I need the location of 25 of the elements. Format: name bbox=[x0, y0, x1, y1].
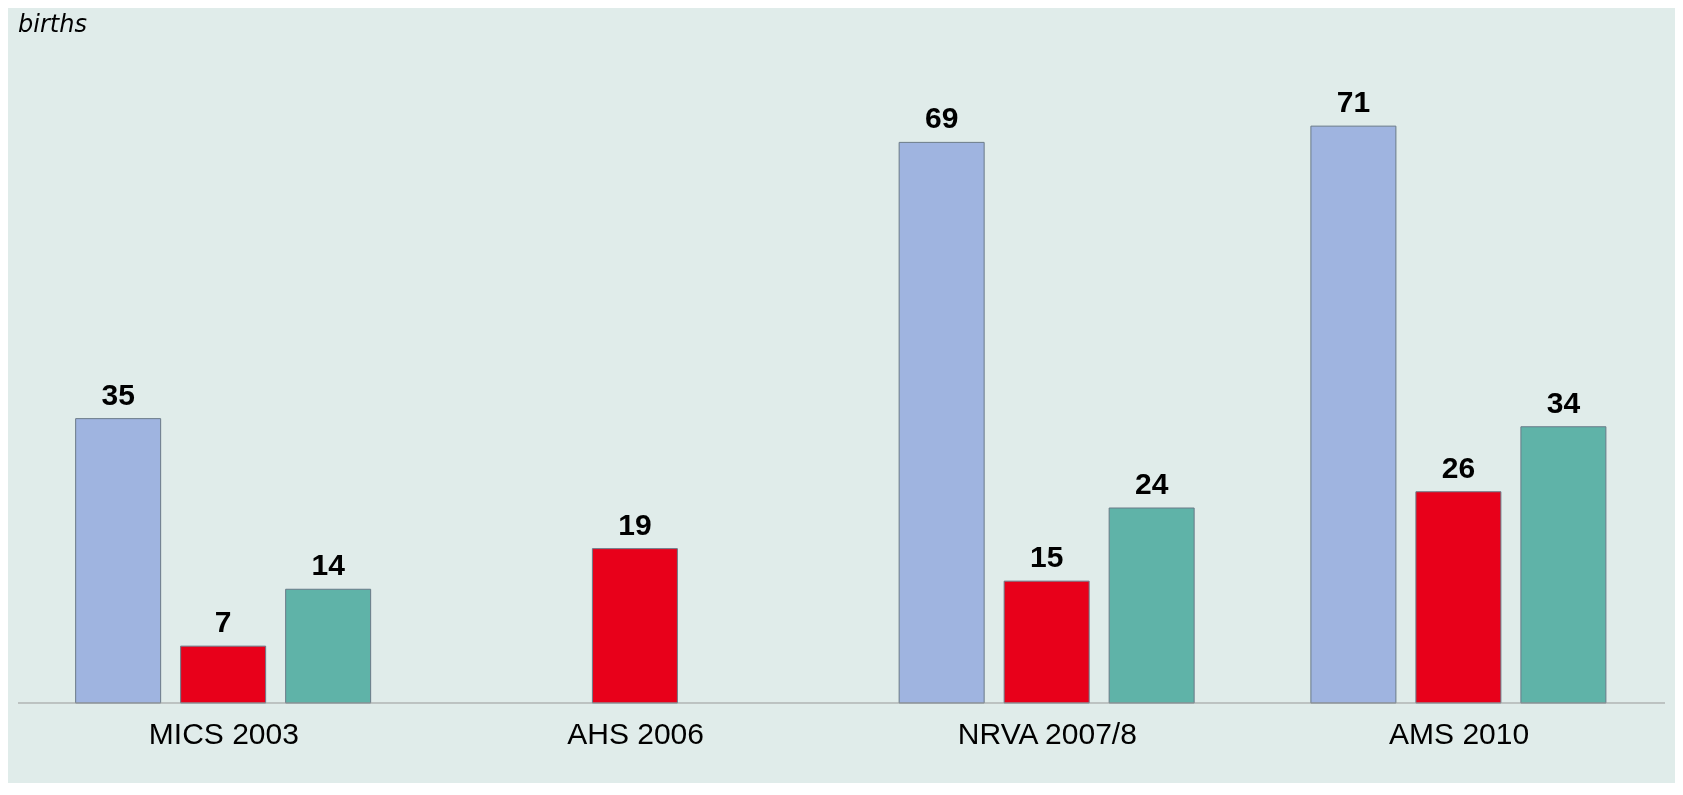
bar bbox=[591, 548, 678, 704]
bar bbox=[898, 141, 985, 704]
data-label: 15 bbox=[1029, 540, 1064, 574]
x-tick-label: AMS 2010 bbox=[1389, 717, 1530, 751]
data-label: 35 bbox=[101, 377, 135, 411]
data-label: 24 bbox=[1134, 467, 1169, 500]
text: births bbox=[18, 10, 87, 38]
bar bbox=[285, 588, 372, 704]
data-label: 19 bbox=[618, 507, 652, 541]
x-tick-label: MICS 2003 bbox=[148, 717, 299, 751]
data-label: 26 bbox=[1441, 450, 1476, 484]
data-label: 71 bbox=[1336, 85, 1371, 119]
bar bbox=[1310, 125, 1397, 704]
data-label: 69 bbox=[924, 101, 959, 135]
data-label: 7 bbox=[214, 605, 232, 639]
x-tick-label: NRVA 2007/8 bbox=[957, 717, 1137, 751]
data-label: 34 bbox=[1546, 385, 1581, 419]
bar bbox=[1520, 426, 1607, 704]
bar bbox=[1415, 491, 1502, 704]
bar bbox=[180, 645, 267, 704]
bar bbox=[1108, 507, 1195, 704]
x-tick-label: AHS 2006 bbox=[567, 717, 705, 751]
data-label: 14 bbox=[311, 548, 346, 582]
bar bbox=[1003, 580, 1090, 704]
bar bbox=[75, 418, 162, 704]
